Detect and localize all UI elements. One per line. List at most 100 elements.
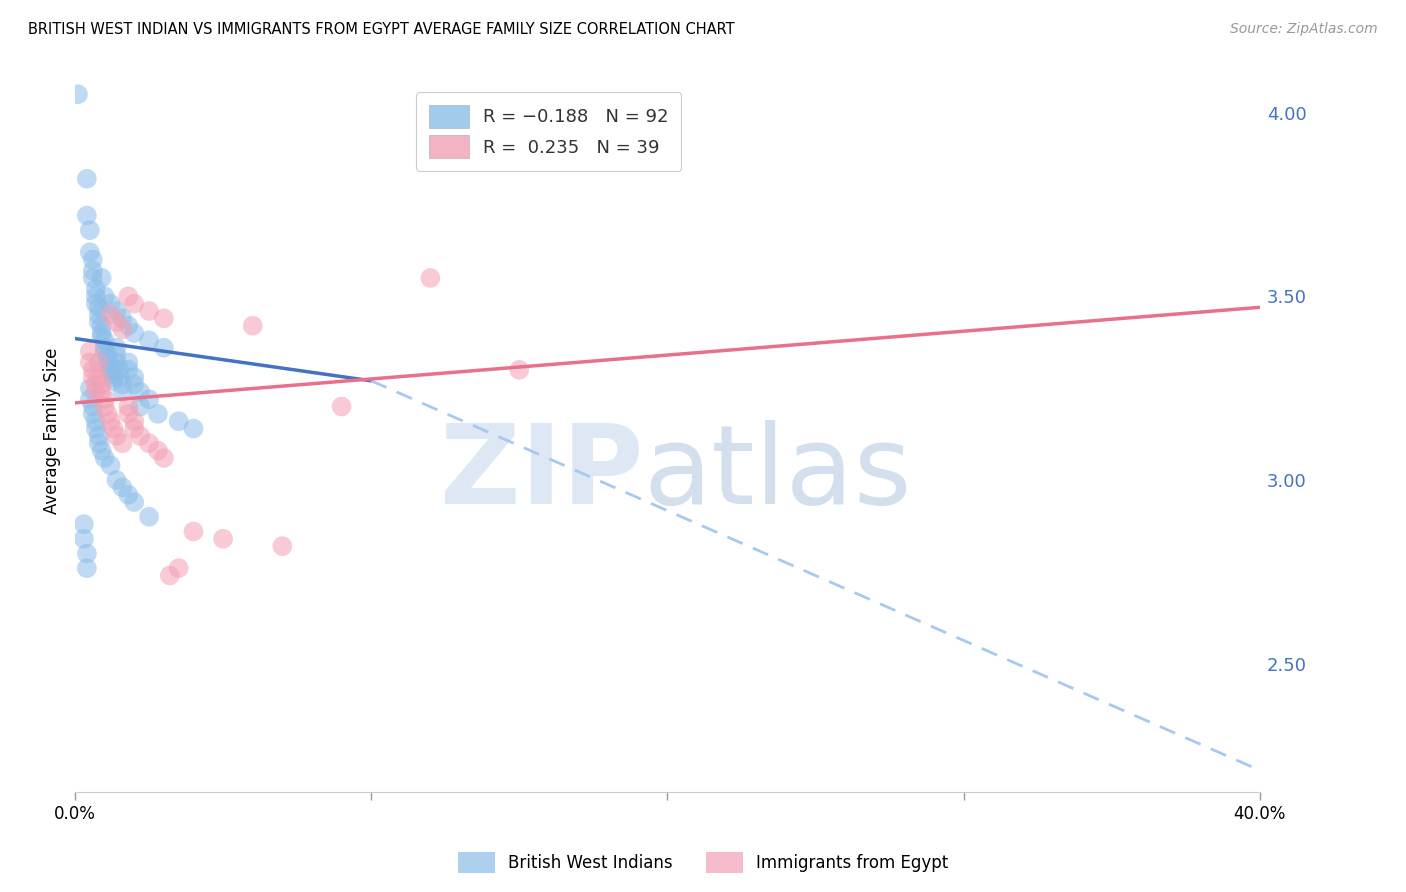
Point [103, 370, 125, 384]
Point [105, 315, 128, 329]
Point [76, 546, 98, 560]
Point [122, 495, 145, 509]
Point [183, 524, 205, 539]
Point [103, 421, 125, 435]
Point [111, 384, 134, 399]
Point [138, 334, 160, 348]
Point [129, 384, 152, 399]
Point [82, 263, 104, 277]
Point [117, 400, 139, 414]
Point [330, 400, 353, 414]
Point [108, 363, 131, 377]
Point [82, 271, 104, 285]
Point [93, 334, 115, 348]
Point [84, 289, 107, 303]
Point [105, 429, 128, 443]
Point [90, 384, 112, 399]
Point [100, 414, 122, 428]
Point [183, 421, 205, 435]
Point [419, 271, 441, 285]
Point [159, 568, 181, 582]
Point [90, 326, 112, 340]
Point [108, 370, 131, 384]
Point [100, 359, 122, 373]
Point [73, 517, 96, 532]
Point [84, 414, 107, 428]
Point [79, 344, 101, 359]
Point [82, 252, 104, 267]
Legend: British West Indians, Immigrants from Egypt: British West Indians, Immigrants from Eg… [451, 846, 955, 880]
Point [153, 341, 176, 355]
Point [82, 363, 104, 377]
Point [93, 289, 115, 303]
Point [111, 377, 134, 392]
Point [79, 245, 101, 260]
Point [122, 421, 145, 435]
Point [111, 322, 134, 336]
Point [129, 429, 152, 443]
Point [87, 308, 110, 322]
Point [122, 370, 145, 384]
Point [82, 370, 104, 384]
Point [146, 443, 169, 458]
Point [212, 532, 235, 546]
Point [122, 377, 145, 392]
Point [117, 318, 139, 333]
Point [76, 171, 98, 186]
Point [508, 363, 530, 377]
Point [90, 318, 112, 333]
Point [122, 296, 145, 310]
Point [97, 348, 120, 362]
Point [122, 326, 145, 340]
Point [153, 450, 176, 465]
Point [93, 400, 115, 414]
Point [73, 532, 96, 546]
Point [105, 341, 128, 355]
Point [97, 351, 120, 366]
Point [105, 304, 128, 318]
Point [66, 87, 89, 102]
Point [93, 450, 115, 465]
Point [90, 443, 112, 458]
Point [138, 392, 160, 407]
Point [105, 473, 128, 487]
Point [111, 436, 134, 450]
Point [79, 355, 101, 369]
Point [105, 348, 128, 362]
Point [90, 329, 112, 343]
Point [76, 561, 98, 575]
Point [84, 377, 107, 392]
Point [271, 539, 294, 553]
Y-axis label: Average Family Size: Average Family Size [44, 347, 60, 514]
Point [146, 407, 169, 421]
Point [167, 561, 190, 575]
Point [103, 374, 125, 388]
Text: atlas: atlas [644, 420, 912, 527]
Point [97, 407, 120, 421]
Point [129, 400, 152, 414]
Point [93, 344, 115, 359]
Point [87, 436, 110, 450]
Point [100, 458, 122, 473]
Point [87, 315, 110, 329]
Point [76, 209, 98, 223]
Point [87, 370, 110, 384]
Point [79, 223, 101, 237]
Point [153, 311, 176, 326]
Point [84, 296, 107, 310]
Point [90, 377, 112, 392]
Point [84, 384, 107, 399]
Point [87, 355, 110, 369]
Point [117, 363, 139, 377]
Point [100, 367, 122, 381]
Point [242, 318, 264, 333]
Point [79, 381, 101, 395]
Point [82, 407, 104, 421]
Point [100, 308, 122, 322]
Point [117, 488, 139, 502]
Text: ZIP: ZIP [440, 420, 644, 527]
Point [87, 429, 110, 443]
Point [138, 304, 160, 318]
Point [100, 363, 122, 377]
Point [111, 311, 134, 326]
